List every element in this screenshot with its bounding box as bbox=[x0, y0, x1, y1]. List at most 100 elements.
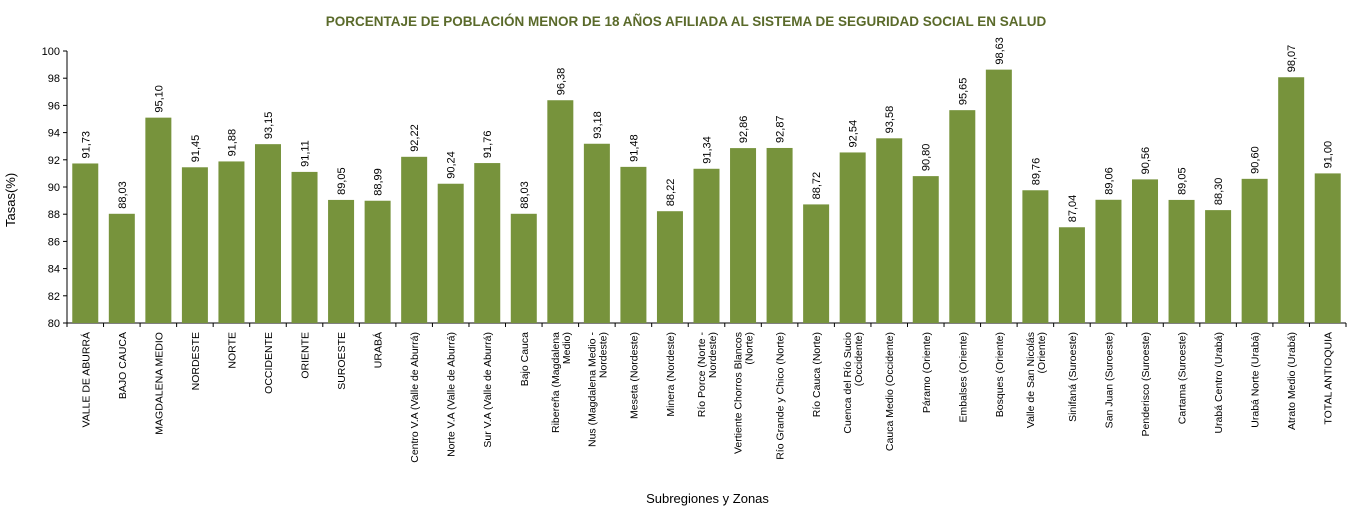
data-label: 98,63 bbox=[994, 37, 1006, 65]
bar bbox=[912, 176, 939, 323]
data-label: 87,04 bbox=[1067, 195, 1079, 223]
y-tick-label: 88 bbox=[48, 209, 60, 221]
category-label: Penderisco (Suroeste) bbox=[1140, 332, 1152, 436]
data-label: 88,22 bbox=[665, 179, 677, 207]
bar bbox=[1095, 199, 1122, 323]
bar bbox=[1022, 190, 1049, 323]
y-tick-label: 100 bbox=[42, 46, 60, 58]
category-label: Cartama (Suroeste) bbox=[1177, 332, 1189, 424]
category-label: (Norte) bbox=[744, 332, 756, 365]
bar bbox=[1168, 199, 1195, 323]
chart-title: PORCENTAJE DE POBLACIÓN MENOR DE 18 AÑOS… bbox=[325, 14, 1047, 29]
bar bbox=[876, 138, 903, 323]
category-label: MAGDALENA MEDIO bbox=[153, 332, 165, 435]
bar bbox=[766, 147, 793, 323]
data-label: 89,05 bbox=[1177, 167, 1189, 195]
data-label: 96,38 bbox=[555, 68, 567, 96]
category-label: TOTAL ANTIOQUIA bbox=[1323, 332, 1335, 425]
y-tick-label: 84 bbox=[48, 264, 60, 276]
bar bbox=[583, 143, 610, 323]
bar bbox=[474, 163, 501, 323]
data-label: 95,65 bbox=[957, 78, 969, 106]
category-label: Sur V.A (Valle de Aburrá) bbox=[482, 332, 494, 448]
category-label: Embalses (Oriente) bbox=[957, 332, 969, 422]
category-label: (Oriente) bbox=[1036, 332, 1048, 373]
category-label: VALLE DE ABURRÁ bbox=[79, 332, 92, 428]
data-label: 88,03 bbox=[519, 181, 531, 209]
data-label: 88,99 bbox=[373, 168, 385, 196]
y-tick-label: 86 bbox=[48, 236, 60, 248]
y-tick-label: 82 bbox=[48, 291, 60, 303]
category-label: SUROESTE bbox=[336, 332, 348, 390]
category-label: Cauca Medio (Occidente) bbox=[884, 332, 896, 451]
bar bbox=[656, 211, 683, 323]
data-label: 90,80 bbox=[921, 144, 933, 172]
category-label: NORTE bbox=[226, 332, 238, 369]
bar bbox=[291, 171, 318, 323]
category-label: (Occidente) bbox=[853, 332, 865, 386]
data-label: 88,03 bbox=[117, 181, 129, 209]
y-tick-label: 96 bbox=[48, 100, 60, 112]
y-tick-label: 80 bbox=[48, 318, 60, 330]
bar bbox=[510, 213, 537, 323]
bar bbox=[547, 100, 574, 324]
data-label: 90,24 bbox=[446, 151, 458, 179]
bar bbox=[1205, 210, 1232, 323]
data-label: 93,15 bbox=[263, 112, 275, 140]
y-tick-label: 98 bbox=[48, 73, 60, 85]
data-label: 91,45 bbox=[190, 135, 202, 163]
category-label: Nus (Magdalena Medio - bbox=[586, 332, 598, 447]
category-label: NORDESTE bbox=[190, 332, 202, 390]
bar bbox=[839, 152, 866, 323]
category-label: Río Cauca (Norte) bbox=[811, 332, 823, 417]
category-label: Minera (Nordeste) bbox=[665, 332, 677, 417]
bar bbox=[1132, 179, 1159, 323]
data-label: 91,73 bbox=[80, 131, 92, 159]
category-label: Ribereña (Magdalena bbox=[550, 332, 562, 433]
category-label: Nordeste) bbox=[707, 332, 719, 378]
bar bbox=[803, 204, 830, 323]
data-label: 91,48 bbox=[628, 134, 640, 162]
data-label: 92,54 bbox=[848, 120, 860, 148]
category-label: Medio) bbox=[561, 332, 573, 364]
bar bbox=[145, 117, 172, 323]
data-label: 90,56 bbox=[1140, 147, 1152, 175]
category-label: Urabá Norte (Urabá) bbox=[1250, 332, 1262, 428]
data-label: 89,76 bbox=[1030, 158, 1042, 186]
category-label: Páramo (Oriente) bbox=[921, 332, 933, 413]
category-label: Nordeste) bbox=[597, 332, 609, 378]
category-label: Bajo Cauca bbox=[519, 332, 531, 386]
y-tick-label: 92 bbox=[48, 155, 60, 167]
data-label: 91,88 bbox=[226, 129, 238, 157]
data-label: 91,34 bbox=[702, 136, 714, 164]
bar bbox=[108, 213, 135, 323]
data-label: 93,58 bbox=[884, 106, 896, 134]
bar bbox=[218, 161, 245, 323]
data-label: 91,11 bbox=[300, 140, 312, 167]
bar bbox=[254, 144, 281, 323]
x-axis-title: Subregiones y Zonas bbox=[646, 491, 769, 506]
bar bbox=[1314, 173, 1341, 323]
category-label: Vertiente Chorros Blancos bbox=[733, 332, 745, 454]
data-label: 95,10 bbox=[153, 85, 165, 113]
bar bbox=[181, 167, 208, 323]
category-label: San Juan (Suroeste) bbox=[1103, 332, 1115, 428]
category-label: Centro V.A (Valle de Aburrá) bbox=[409, 332, 421, 463]
data-label: 91,00 bbox=[1323, 141, 1335, 169]
data-label: 88,72 bbox=[811, 172, 823, 200]
bar bbox=[620, 166, 647, 323]
category-label: Río Grande y Chico (Norte) bbox=[775, 332, 787, 460]
bar bbox=[693, 168, 720, 323]
bar bbox=[985, 69, 1012, 323]
bar bbox=[328, 199, 355, 323]
data-label: 98,07 bbox=[1286, 45, 1298, 73]
data-label: 91,76 bbox=[482, 131, 494, 159]
category-label: Cuenca del Río Sucio bbox=[842, 332, 854, 434]
category-label: Atrato Medio (Urabá) bbox=[1286, 332, 1298, 430]
category-label: Urabá Centro (Urabá) bbox=[1213, 332, 1225, 434]
y-tick-label: 90 bbox=[48, 182, 60, 194]
category-label: Sinifaná (Suroeste) bbox=[1067, 332, 1079, 422]
bar bbox=[401, 156, 428, 323]
category-label: Bosques (Oriente) bbox=[994, 332, 1006, 417]
